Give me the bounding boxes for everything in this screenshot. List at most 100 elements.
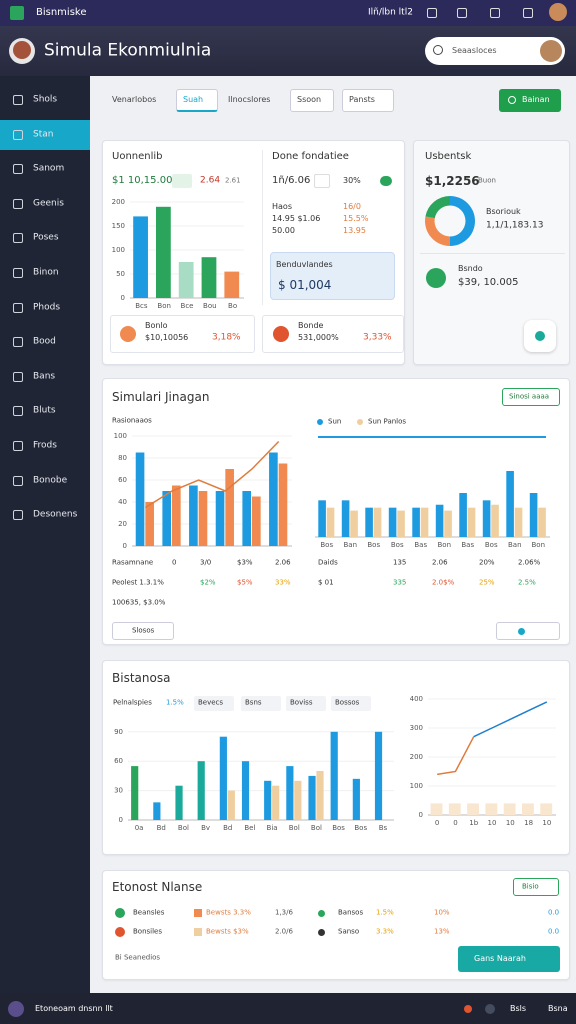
- button-label[interactable]: Gans Naarah: [474, 954, 526, 963]
- stat-value: $39, 10.005: [458, 277, 519, 288]
- filter[interactable]: Boviss: [290, 698, 313, 707]
- bar: [198, 491, 208, 546]
- sidebar-icon: [13, 129, 23, 140]
- econ-button[interactable]: [513, 878, 559, 896]
- sim-button[interactable]: [502, 388, 560, 406]
- button-label[interactable]: Sinosi aaaa: [509, 392, 550, 401]
- sidebar-item[interactable]: Stan: [33, 129, 54, 140]
- card-value: 1ñ/6.06: [272, 175, 311, 186]
- sidebar-item[interactable]: Desonens: [33, 509, 78, 520]
- top-icon[interactable]: [523, 8, 533, 18]
- legend-swatch: [317, 419, 323, 425]
- bar: [448, 803, 461, 815]
- x-tick-label: Bce: [181, 302, 194, 310]
- stat-cell: 0: [172, 558, 177, 567]
- x-tick-label: Bol: [289, 824, 300, 832]
- bar: [135, 452, 145, 546]
- tab-box[interactable]: [176, 89, 218, 112]
- y-tick-label: 0: [119, 816, 123, 824]
- x-tick-label: 10: [506, 819, 515, 827]
- sidebar-item[interactable]: Bluts: [33, 405, 56, 416]
- legend-label: Sun Panlos: [368, 417, 407, 426]
- foot-value: 531,000%: [298, 333, 339, 342]
- x-tick-label: 0: [453, 819, 457, 827]
- pill-label[interactable]: Slosos: [132, 626, 155, 635]
- sidebar-item[interactable]: Binon: [33, 267, 59, 278]
- tab[interactable]: Ilnocslores: [228, 95, 271, 104]
- sidebar-item[interactable]: Bans: [33, 371, 56, 382]
- bar: [197, 761, 205, 820]
- box-label: Benduvlandes: [276, 260, 333, 269]
- icon: [535, 331, 545, 341]
- top-icon[interactable]: [457, 8, 467, 18]
- divider: [420, 253, 565, 254]
- x-tick-label: Bon: [437, 541, 451, 549]
- x-tick-label: Bas: [461, 541, 474, 549]
- filter[interactable]: Bevecs: [198, 698, 224, 707]
- top-icon[interactable]: [490, 8, 500, 18]
- y-tick-label: 200: [112, 198, 125, 206]
- y-tick-label: 50: [116, 270, 125, 278]
- row-cell: 1.5%: [376, 908, 394, 917]
- row-cell: 15.5%: [343, 214, 369, 223]
- filter-chip[interactable]: [241, 696, 281, 711]
- filter[interactable]: Bossos: [335, 698, 360, 707]
- bar: [467, 507, 476, 537]
- filter[interactable]: 1.5%: [166, 698, 184, 707]
- chart: 0 100 200 300 400 0 0 1b 10 10 18 10: [410, 695, 556, 827]
- tab[interactable]: Venarlobos: [112, 95, 157, 104]
- filter-chip[interactable]: [286, 696, 326, 711]
- search-input[interactable]: Seaasloces: [452, 46, 497, 55]
- chart: 0 30 60 90 0a Bd Bol Bv Bd Bel Bia Bol Bol Bos Bos Bs: [114, 728, 394, 832]
- sidebar-active[interactable]: [0, 119, 90, 150]
- sidebar-item[interactable]: Poses: [33, 232, 59, 243]
- bar: [538, 507, 546, 537]
- sidebar-item[interactable]: Bonobe: [33, 475, 68, 486]
- toggle[interactable]: [380, 176, 392, 186]
- filter[interactable]: Pelnalspies: [113, 698, 152, 707]
- bar: [242, 491, 252, 546]
- cta-button[interactable]: [458, 946, 560, 972]
- filter-chip[interactable]: [331, 696, 371, 711]
- foot-value: $10,10056: [145, 333, 189, 342]
- foot-label: Bonde: [298, 321, 324, 330]
- foot-pct: 3,33%: [363, 332, 392, 343]
- y-tick-label: 200: [410, 753, 423, 761]
- button-label[interactable]: Bainan: [522, 95, 550, 104]
- card-title: Simulari Jinagan: [112, 390, 210, 404]
- sidebar-item[interactable]: Geenis: [33, 198, 64, 209]
- y-tick-label: 0: [123, 542, 127, 550]
- action-button[interactable]: [499, 89, 561, 112]
- pill[interactable]: [112, 622, 174, 640]
- sidebar-item[interactable]: Frods: [33, 440, 57, 451]
- bar: [540, 803, 553, 815]
- bottom-bar: [0, 993, 576, 1024]
- row-cell: Bewsts 3.3%: [206, 908, 251, 917]
- pager[interactable]: [496, 622, 560, 640]
- filter-chip[interactable]: [194, 696, 234, 711]
- tab[interactable]: Pansts: [349, 95, 375, 104]
- button-label[interactable]: Bisio: [522, 882, 539, 891]
- box-value: $ 01,004: [278, 278, 332, 292]
- filter[interactable]: Bsns: [245, 698, 262, 707]
- card-delta: 2.61: [225, 176, 241, 185]
- y-tick-label: 400: [410, 695, 423, 703]
- sidebar-item[interactable]: Bood: [33, 336, 56, 347]
- y-tick-label: 300: [410, 724, 423, 732]
- sidebar-item[interactable]: Phods: [33, 302, 61, 313]
- bar: [162, 491, 172, 546]
- stat-cell: 335: [393, 578, 407, 587]
- tab[interactable]: Ssoon: [297, 95, 322, 104]
- card-pct: 30%: [343, 176, 361, 185]
- sidebar-item[interactable]: Shols: [33, 94, 58, 105]
- tab-box[interactable]: [342, 89, 394, 112]
- tab[interactable]: Suah: [183, 95, 204, 104]
- top-icon[interactable]: [427, 8, 437, 18]
- sidebar-item[interactable]: Sanom: [33, 163, 65, 174]
- stat-cell: 2.5%: [518, 578, 536, 587]
- bar: [459, 493, 467, 537]
- tab-box[interactable]: [290, 89, 334, 112]
- bar: [145, 502, 154, 546]
- bar: [341, 500, 350, 537]
- row-cell: Beansles: [133, 908, 165, 917]
